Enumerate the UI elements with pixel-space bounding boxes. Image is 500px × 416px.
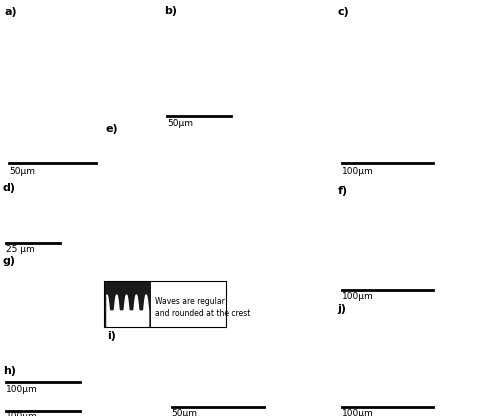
Text: e): e) [106,124,118,134]
Text: 100μm: 100μm [111,292,143,301]
Text: 100μm: 100μm [342,292,374,302]
Text: i): i) [107,331,116,341]
Text: 100μm: 100μm [6,385,38,394]
Text: j): j) [338,304,346,314]
Text: 50μm: 50μm [167,119,193,128]
Text: d): d) [3,183,16,193]
Text: g): g) [3,256,16,266]
Bar [104,281,150,327]
Text: c): c) [338,7,349,17]
Text: 100μm: 100μm [342,167,374,176]
Text: 100μm: 100μm [342,409,374,416]
Text: 50μm: 50μm [9,167,35,176]
Text: 25 μm: 25 μm [6,245,34,254]
Text: b): b) [164,6,177,16]
Text: Waves are regular
and rounded at the crest: Waves are regular and rounded at the cre… [156,297,251,318]
Text: 50μm: 50μm [172,409,198,416]
Text: f): f) [338,186,347,196]
Text: h): h) [3,366,16,376]
Text: a): a) [4,7,17,17]
Text: 100μm: 100μm [6,412,38,416]
